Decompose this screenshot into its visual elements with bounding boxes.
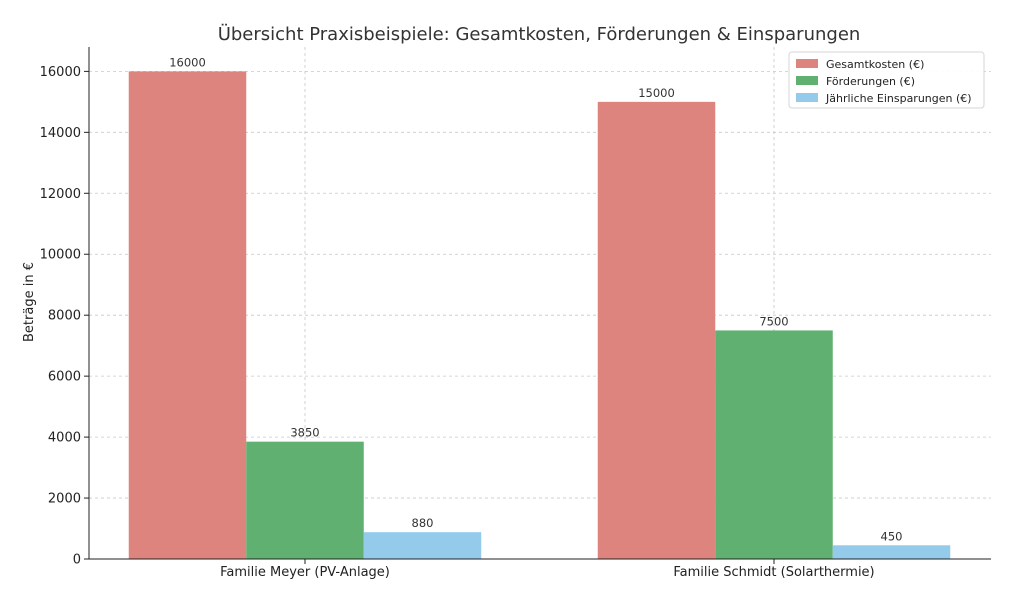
legend-swatch [796,93,818,102]
legend-label: Gesamtkosten (€) [826,58,924,71]
axes: 0 2000 4000 6000 8000 10000 12000 14000 16000 Fam… [40,47,991,580]
legend-label: Jährliche Einsparungen (€) [825,92,972,105]
y-tick-label: 14000 [40,126,81,141]
data-label: 15000 [638,86,675,100]
bar [832,545,951,559]
legend-swatch [796,76,818,85]
x-tick-label: Familie Meyer (PV-Anlage) [220,565,390,580]
y-tick-label: 10000 [40,248,81,263]
chart-title: Übersicht Praxisbeispiele: Gesamtkosten,… [218,23,861,45]
bars [128,71,951,559]
legend-swatch [796,59,818,68]
data-labels: 16000 3850 880 15000 7500 450 [169,55,902,543]
y-tick-label: 0 [73,553,81,568]
legend-box [788,51,985,109]
data-label: 450 [881,529,903,543]
data-label: 16000 [169,55,206,69]
y-tick-label: 4000 [48,431,81,446]
bar [246,441,364,559]
y-tick-label: 6000 [48,370,81,385]
data-label: 7500 [759,314,788,328]
y-axis-label: Beträge in € [22,262,37,342]
x-tick-label: Familie Schmidt (Solarthermie) [673,565,874,580]
data-label: 3850 [290,426,319,440]
y-tick-label: 8000 [48,309,81,324]
bar [715,330,833,559]
data-label: 880 [412,516,434,530]
y-tick-label: 2000 [48,492,81,507]
legend: Gesamtkosten (€) Förderungen (€) Jährliche… [788,51,985,109]
bar [363,532,482,559]
y-tick-label: 12000 [40,187,81,202]
bar [597,101,716,559]
legend-label: Förderungen (€) [826,75,915,88]
bar [128,71,247,559]
y-tick-label: 16000 [40,65,81,80]
